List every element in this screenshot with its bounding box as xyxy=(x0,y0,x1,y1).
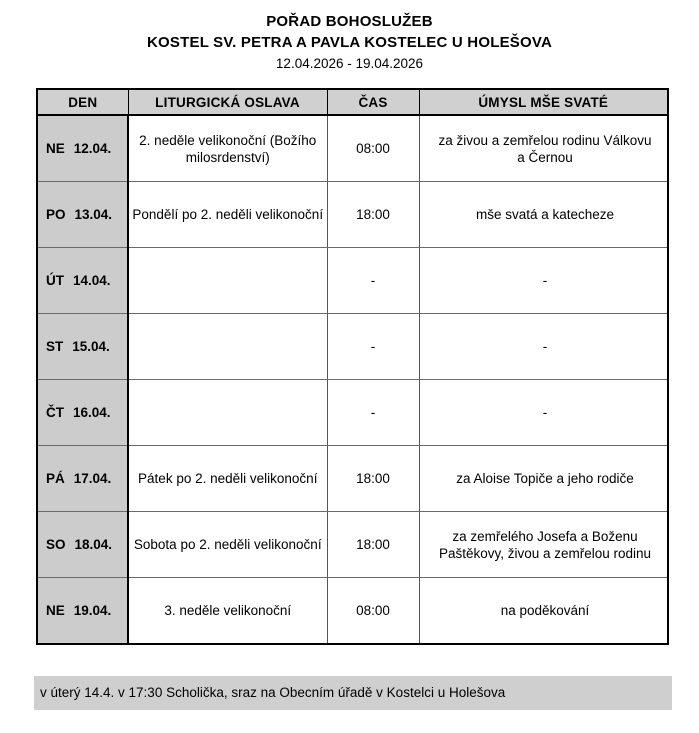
day-date: 19.04. xyxy=(73,603,112,618)
cell-celebration: Pondělí po 2. neděli velikonoční xyxy=(127,181,328,248)
cell-day: PÁ 17.04. xyxy=(37,445,129,512)
cell-celebration xyxy=(127,247,328,314)
intention-box: za zemřelého Josefa a Boženu Paštěkovy, … xyxy=(419,528,672,562)
cell-intention: - xyxy=(418,313,668,380)
cell-intention: za živou a zemřelou rodinu Válkovu a Čer… xyxy=(418,115,668,182)
intention-box: na poděkování xyxy=(419,602,672,619)
cell-celebration: 3. neděle velikonoční xyxy=(127,577,328,644)
day-abbr: SO xyxy=(46,537,66,552)
cell-intention: za Aloise Topiče a jeho rodiče xyxy=(418,445,668,512)
column-header-celebration: LITURGICKÁ OSLAVA xyxy=(127,88,328,116)
heading-daterange: 12.04.2026 - 19.04.2026 xyxy=(275,56,424,71)
cell-celebration xyxy=(127,379,328,446)
cell-time: 08:00 xyxy=(326,577,420,644)
cell-celebration: Sobota po 2. neděli velikonoční xyxy=(127,511,328,578)
intention-line-1: - xyxy=(542,405,548,420)
day-abbr: PÁ xyxy=(46,471,65,486)
cell-celebration: 2. neděle velikonoční (Božího milosrdens… xyxy=(127,115,328,182)
cell-time: 08:00 xyxy=(326,115,420,182)
column-header-day: DEN xyxy=(36,88,129,116)
intention-box: mše svatá a katecheze xyxy=(419,206,672,223)
intention-box: - xyxy=(419,272,672,289)
cell-time: - xyxy=(326,379,420,446)
day-abbr: ÚT xyxy=(46,273,64,288)
cell-day: ÚT 14.04. xyxy=(37,247,129,314)
heading-title: POŘAD BOHOSLUŽEB xyxy=(266,13,433,30)
cell-day: NE 12.04. xyxy=(37,115,129,182)
cell-intention: na poděkování xyxy=(418,577,668,644)
celebration-line-1: Sobota po 2. neděli xyxy=(133,537,251,552)
cell-time: - xyxy=(326,313,420,380)
intention-box: za živou a zemřelou rodinu Válkovu a Čer… xyxy=(419,132,672,166)
celebration-line-2: velikonoční xyxy=(249,471,318,486)
schedule-table-wrapper: DEN LITURGICKÁ OSLAVA ČAS ÚMYSL MŠE SVAT… xyxy=(36,88,669,645)
day-date: 16.04. xyxy=(73,405,111,420)
table-row: SO 18.04. Sobota po 2. neděli velikonoční… xyxy=(37,511,668,578)
intention-box: - xyxy=(419,338,672,355)
cell-intention: - xyxy=(418,379,668,446)
cell-time: 18:00 xyxy=(326,181,420,248)
cell-celebration: Pátek po 2. neděli velikonoční xyxy=(127,445,328,512)
table-row: PÁ 17.04. Pátek po 2. neděli velikonoční … xyxy=(37,445,668,512)
cell-day: SO 18.04. xyxy=(37,511,129,578)
intention-line-1: za Aloise Topiče a jeho rodiče xyxy=(456,471,634,486)
table-header-row: DEN LITURGICKÁ OSLAVA ČAS ÚMYSL MŠE SVAT… xyxy=(36,88,669,116)
footer-note: v úterý 14.4. v 17:30 Scholička, sraz na… xyxy=(34,676,672,710)
day-date: 15.04. xyxy=(72,339,110,354)
celebration-line-2: (Božího milosrdenství) xyxy=(185,132,317,165)
intention-line-2: a Černou xyxy=(517,149,573,165)
day-date: 14.04. xyxy=(73,273,111,288)
intention-line-1: na poděkování xyxy=(500,603,590,618)
cell-time: - xyxy=(326,247,420,314)
page-heading: POŘAD BOHOSLUŽEB KOSTEL SV. PETRA A PAVL… xyxy=(0,12,699,74)
table-row: PO 13.04. Pondělí po 2. neděli velikonočn… xyxy=(37,181,668,248)
intention-line-1: za zemřelého Josefa a Boženu xyxy=(452,528,638,544)
day-date: 13.04. xyxy=(74,207,113,222)
table-row: NE 12.04. 2. neděle velikonoční (Božího m… xyxy=(37,115,668,182)
celebration-line-1: 3. neděle velikonoční xyxy=(164,603,292,618)
celebration-line-1: 2. neděle velikonoční xyxy=(139,132,267,148)
table-row: NE 19.04. 3. neděle velikonoční 08:00 na … xyxy=(37,577,668,644)
day-abbr: NE xyxy=(46,603,65,618)
intention-line-2: Paštěkovy, živou a zemřelou rodinu xyxy=(438,545,652,561)
cell-intention: za zemřelého Josefa a Boženu Paštěkovy, … xyxy=(418,511,668,578)
heading-church: KOSTEL SV. PETRA A PAVLA KOSTELEC U HOLE… xyxy=(147,34,552,51)
celebration-line-2: velikonoční xyxy=(254,537,322,552)
day-abbr: ST xyxy=(46,339,64,354)
day-date: 12.04. xyxy=(73,141,112,156)
day-abbr: ČT xyxy=(46,405,64,420)
day-date: 18.04. xyxy=(74,537,113,552)
intention-line-1: - xyxy=(542,273,548,288)
table-row: ST 15.04. - - xyxy=(37,313,668,380)
column-header-intention: ÚMYSL MŠE SVATÉ xyxy=(418,88,669,116)
cell-day: NE 19.04. xyxy=(37,577,129,644)
intention-box: za Aloise Topiče a jeho rodiče xyxy=(419,470,672,487)
cell-intention: mše svatá a katecheze xyxy=(418,181,668,248)
schedule-table: DEN LITURGICKÁ OSLAVA ČAS ÚMYSL MŠE SVAT… xyxy=(36,88,669,645)
celebration-line-1: Pondělí po 2. neděli xyxy=(132,207,252,222)
intention-line-1: - xyxy=(542,339,548,354)
cell-day: PO 13.04. xyxy=(37,181,129,248)
day-abbr: NE xyxy=(46,141,65,156)
celebration-line-1: Pátek po 2. neděli xyxy=(138,471,247,486)
table-row: ÚT 14.04. - - xyxy=(37,247,668,314)
celebration-line-2: velikonoční xyxy=(255,207,324,222)
intention-line-1: za živou a zemřelou rodinu Válkovu xyxy=(438,132,652,148)
cell-time: 18:00 xyxy=(326,445,420,512)
table-row: ČT 16.04. - - xyxy=(37,379,668,446)
cell-day: ST 15.04. xyxy=(37,313,129,380)
column-header-time: ČAS xyxy=(326,88,420,116)
cell-intention: - xyxy=(418,247,668,314)
intention-line-1: mše svatá a katecheze xyxy=(475,207,615,222)
cell-time: 18:00 xyxy=(326,511,420,578)
day-date: 17.04. xyxy=(73,471,112,486)
day-abbr: PO xyxy=(46,207,66,222)
cell-celebration xyxy=(127,313,328,380)
intention-box: - xyxy=(419,404,672,421)
cell-day: ČT 16.04. xyxy=(37,379,129,446)
